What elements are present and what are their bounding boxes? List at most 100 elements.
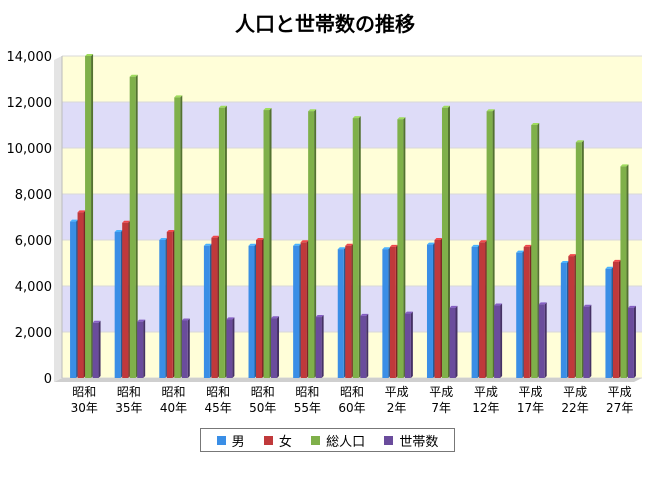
bar: [389, 244, 398, 378]
bar-front: [471, 246, 478, 378]
bar-front: [337, 249, 344, 378]
plot-wall: [54, 56, 62, 382]
bar-front: [486, 111, 493, 378]
legend-label: 女: [278, 434, 292, 450]
bar-front: [449, 307, 456, 378]
bar-side: [589, 304, 592, 378]
x-tick-label-era: 平成: [608, 385, 632, 399]
bar-top: [389, 244, 398, 247]
bar-front: [92, 322, 99, 378]
bar-top: [92, 320, 101, 323]
bar-front: [583, 306, 590, 378]
x-tick-label-year: 40年: [160, 401, 187, 415]
bar-front: [352, 118, 359, 378]
bar-top: [137, 319, 146, 322]
x-tick-label-era: 昭和: [251, 385, 275, 399]
bar: [449, 305, 458, 378]
bar-side: [135, 74, 138, 378]
y-tick-label: 4,000: [15, 280, 52, 295]
bar-front: [538, 304, 545, 378]
bar-side: [321, 315, 324, 378]
bar-front: [397, 119, 404, 378]
bar-front: [426, 244, 433, 378]
bar-front: [271, 318, 278, 378]
bar-front: [575, 142, 582, 378]
y-tick-label: 6,000: [15, 234, 52, 249]
bar-top: [300, 240, 309, 243]
bar-top: [605, 266, 614, 269]
bar-front: [516, 252, 523, 378]
x-tick-label-year: 2年: [387, 401, 407, 415]
bar-side: [403, 117, 406, 378]
bar-top: [122, 220, 131, 223]
bar-top: [441, 105, 450, 108]
legend-label: 世帯数: [399, 434, 439, 450]
x-tick-label-year: 55年: [294, 401, 321, 415]
bar-top: [575, 140, 584, 143]
bar-top: [360, 313, 369, 316]
bar-top: [449, 305, 458, 308]
bar-side: [277, 316, 280, 378]
bar-front: [174, 97, 181, 379]
bar: [382, 247, 391, 378]
bar: [226, 317, 235, 378]
bar-top: [620, 164, 629, 167]
x-tick-label-year: 17年: [517, 401, 544, 415]
bar: [85, 54, 94, 378]
bar-top: [426, 242, 435, 245]
bar-top: [308, 109, 317, 112]
bar: [494, 303, 503, 378]
bar-side: [314, 109, 317, 378]
bar-front: [70, 221, 77, 378]
bar-top: [226, 317, 235, 320]
bar-top: [70, 219, 79, 222]
bar: [92, 320, 101, 378]
bar: [620, 164, 629, 378]
bar: [516, 250, 525, 378]
x-tick-label-era: 昭和: [340, 385, 364, 399]
bar-front: [293, 245, 300, 378]
grid-band: [62, 102, 642, 148]
bar-top: [397, 117, 406, 120]
legend-item: 女: [263, 431, 292, 450]
bar: [181, 318, 190, 378]
bar-top: [248, 243, 257, 246]
bar-top: [352, 116, 361, 119]
y-tick-label: 2,000: [15, 326, 52, 341]
bar: [397, 117, 406, 378]
bar-top: [77, 210, 86, 213]
bar-top: [516, 250, 525, 253]
bar-front: [627, 307, 634, 378]
bar: [486, 109, 495, 378]
x-tick-label-era: 昭和: [117, 385, 141, 399]
bar: [315, 315, 324, 378]
bar-top: [293, 243, 302, 246]
x-tick-label-era: 昭和: [295, 385, 319, 399]
legend: 男 女 総人口 世帯数: [200, 428, 455, 452]
bar: [159, 238, 168, 378]
bar-top: [568, 254, 577, 257]
bar-top: [166, 229, 175, 232]
x-tick-label-year: 27年: [606, 401, 633, 415]
bar-side: [269, 108, 272, 379]
bar: [471, 244, 480, 378]
grid-band: [62, 56, 642, 102]
x-tick-label-era: 平成: [518, 385, 542, 399]
bar-top: [85, 54, 94, 56]
x-tick-label-year: 22年: [561, 401, 588, 415]
bar-side: [91, 54, 94, 378]
bar-front: [300, 242, 307, 378]
bar-front: [605, 268, 612, 378]
bar-front: [494, 305, 501, 378]
bar: [293, 243, 302, 378]
bar-top: [404, 311, 413, 314]
grid-band: [62, 194, 642, 240]
bar-front: [263, 110, 270, 379]
x-tick-label-era: 昭和: [162, 385, 186, 399]
y-tick-label: 14,000: [7, 50, 53, 65]
legend-swatch: [384, 435, 394, 445]
chart-title: 人口と世帯数の推移: [235, 12, 415, 36]
bar-top: [129, 74, 138, 77]
legend-label: 総人口: [326, 434, 366, 450]
